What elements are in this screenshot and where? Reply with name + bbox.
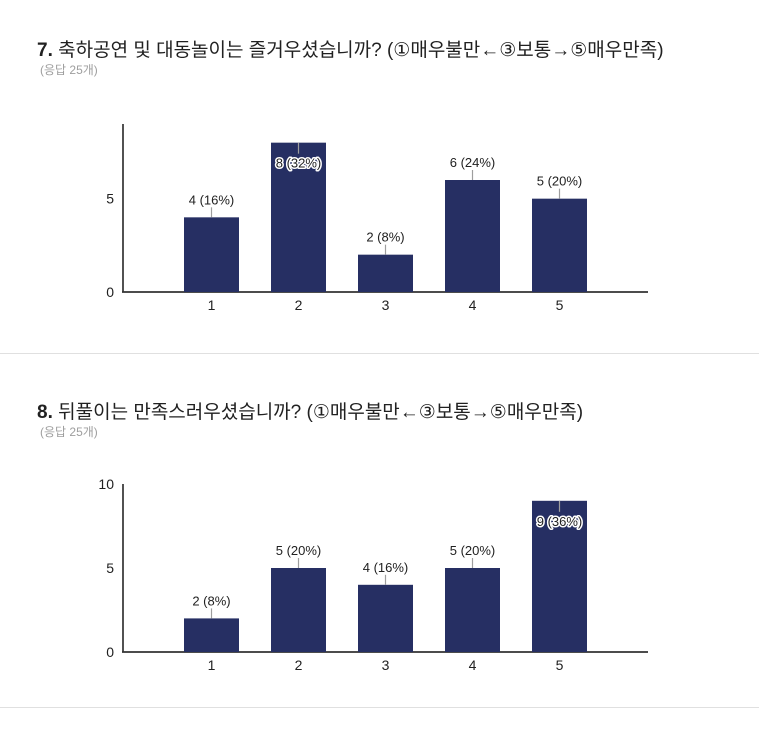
y-tick-label: 5 [106,191,114,207]
x-tick-label: 5 [556,297,564,313]
bar-value-label: 4 (16%) [363,560,409,575]
bar-value-label: 8 (32%) [276,156,322,171]
x-tick-label: 4 [469,657,477,673]
y-tick-label: 0 [106,284,114,300]
x-tick-label: 1 [208,297,216,313]
bar-value-label: 5 (20%) [537,174,583,189]
bar-value-label: 9 (36%) [537,514,583,529]
response-count-8: (응답 25개) [40,425,98,439]
bar-chart-q8: 0 5 10 1 2 (8%) 2 5 (20%) 3 4 (16%) 4 5 (20%) 5 9 (3… [30,470,730,680]
bar-value-label: 2 (8%) [192,593,230,608]
y-tick-label: 10 [98,476,114,492]
bar-category-3[interactable] [358,584,413,652]
question-block-8: 8. 뒤풀이는 만족스러우셨습니까? (①매우불만←③보통→⑤매우만족) (응답… [0,354,759,680]
bar-chart-q7: 0 5 1 4 (16%) 2 8 (32%) 3 2 (8%) 4 6 (24%) 5 5 (20%… [30,110,730,320]
bar-value-label: 6 (24%) [450,155,496,170]
bar-category-5[interactable] [532,198,587,292]
question-title-7: 7. 축하공연 및 대동놀이는 즐거우셨습니까? (①매우불만←③보통→⑤매우만… [0,0,759,63]
bar-category-4[interactable] [445,180,500,292]
chart-canvas: 0 5 10 1 2 (8%) 2 5 (20%) 3 4 (16%) 4 5 (20%) 5 9 (3… [98,476,648,673]
section-divider [0,707,759,708]
question-text: 축하공연 및 대동놀이는 즐거우셨습니까? (①매우불만←③보통→⑤매우만족) [58,40,664,61]
bar-value-label: 4 (16%) [189,192,235,207]
y-tick-label: 5 [106,560,114,576]
bar-category-2[interactable] [271,568,326,652]
x-tick-label: 3 [382,657,390,673]
bar-category-2[interactable] [271,142,326,292]
x-tick-label: 4 [469,297,477,313]
question-title-8: 8. 뒤풀이는 만족스러우셨습니까? (①매우불만←③보통→⑤매우만족) [0,354,759,425]
question-block-7: 7. 축하공연 및 대동놀이는 즐거우셨습니까? (①매우불만←③보통→⑤매우만… [0,0,759,320]
question-number: 8. [37,402,53,423]
bar-category-3[interactable] [358,254,413,292]
survey-results-page: 7. 축하공연 및 대동놀이는 즐거우셨습니까? (①매우불만←③보통→⑤매우만… [0,0,759,708]
response-count-7: (응답 25개) [40,63,98,77]
x-tick-label: 2 [295,657,303,673]
bar-category-1[interactable] [184,217,239,292]
chart-canvas: 0 5 1 4 (16%) 2 8 (32%) 3 2 (8%) 4 6 (24%) 5 5 (20%… [106,124,648,313]
x-tick-label: 3 [382,297,390,313]
y-tick-label: 0 [106,644,114,660]
section-divider [0,353,759,354]
bar-category-5[interactable] [532,500,587,652]
bar-category-4[interactable] [445,568,500,652]
bar-category-1[interactable] [184,618,239,652]
bar-value-label: 5 (20%) [450,543,496,558]
question-number: 7. [37,40,53,61]
x-tick-label: 2 [295,297,303,313]
question-text: 뒤풀이는 만족스러우셨습니까? (①매우불만←③보통→⑤매우만족) [58,402,584,423]
x-tick-label: 1 [208,657,216,673]
x-tick-label: 5 [556,657,564,673]
bar-value-label: 5 (20%) [276,543,322,558]
bar-value-label: 2 (8%) [366,230,404,245]
